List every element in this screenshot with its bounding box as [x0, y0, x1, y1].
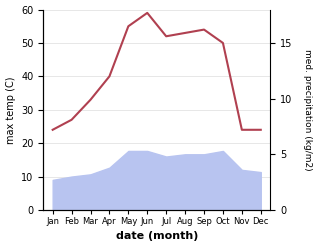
Y-axis label: med. precipitation (kg/m2): med. precipitation (kg/m2) — [303, 49, 313, 171]
Y-axis label: max temp (C): max temp (C) — [5, 76, 16, 144]
X-axis label: date (month): date (month) — [115, 231, 198, 242]
